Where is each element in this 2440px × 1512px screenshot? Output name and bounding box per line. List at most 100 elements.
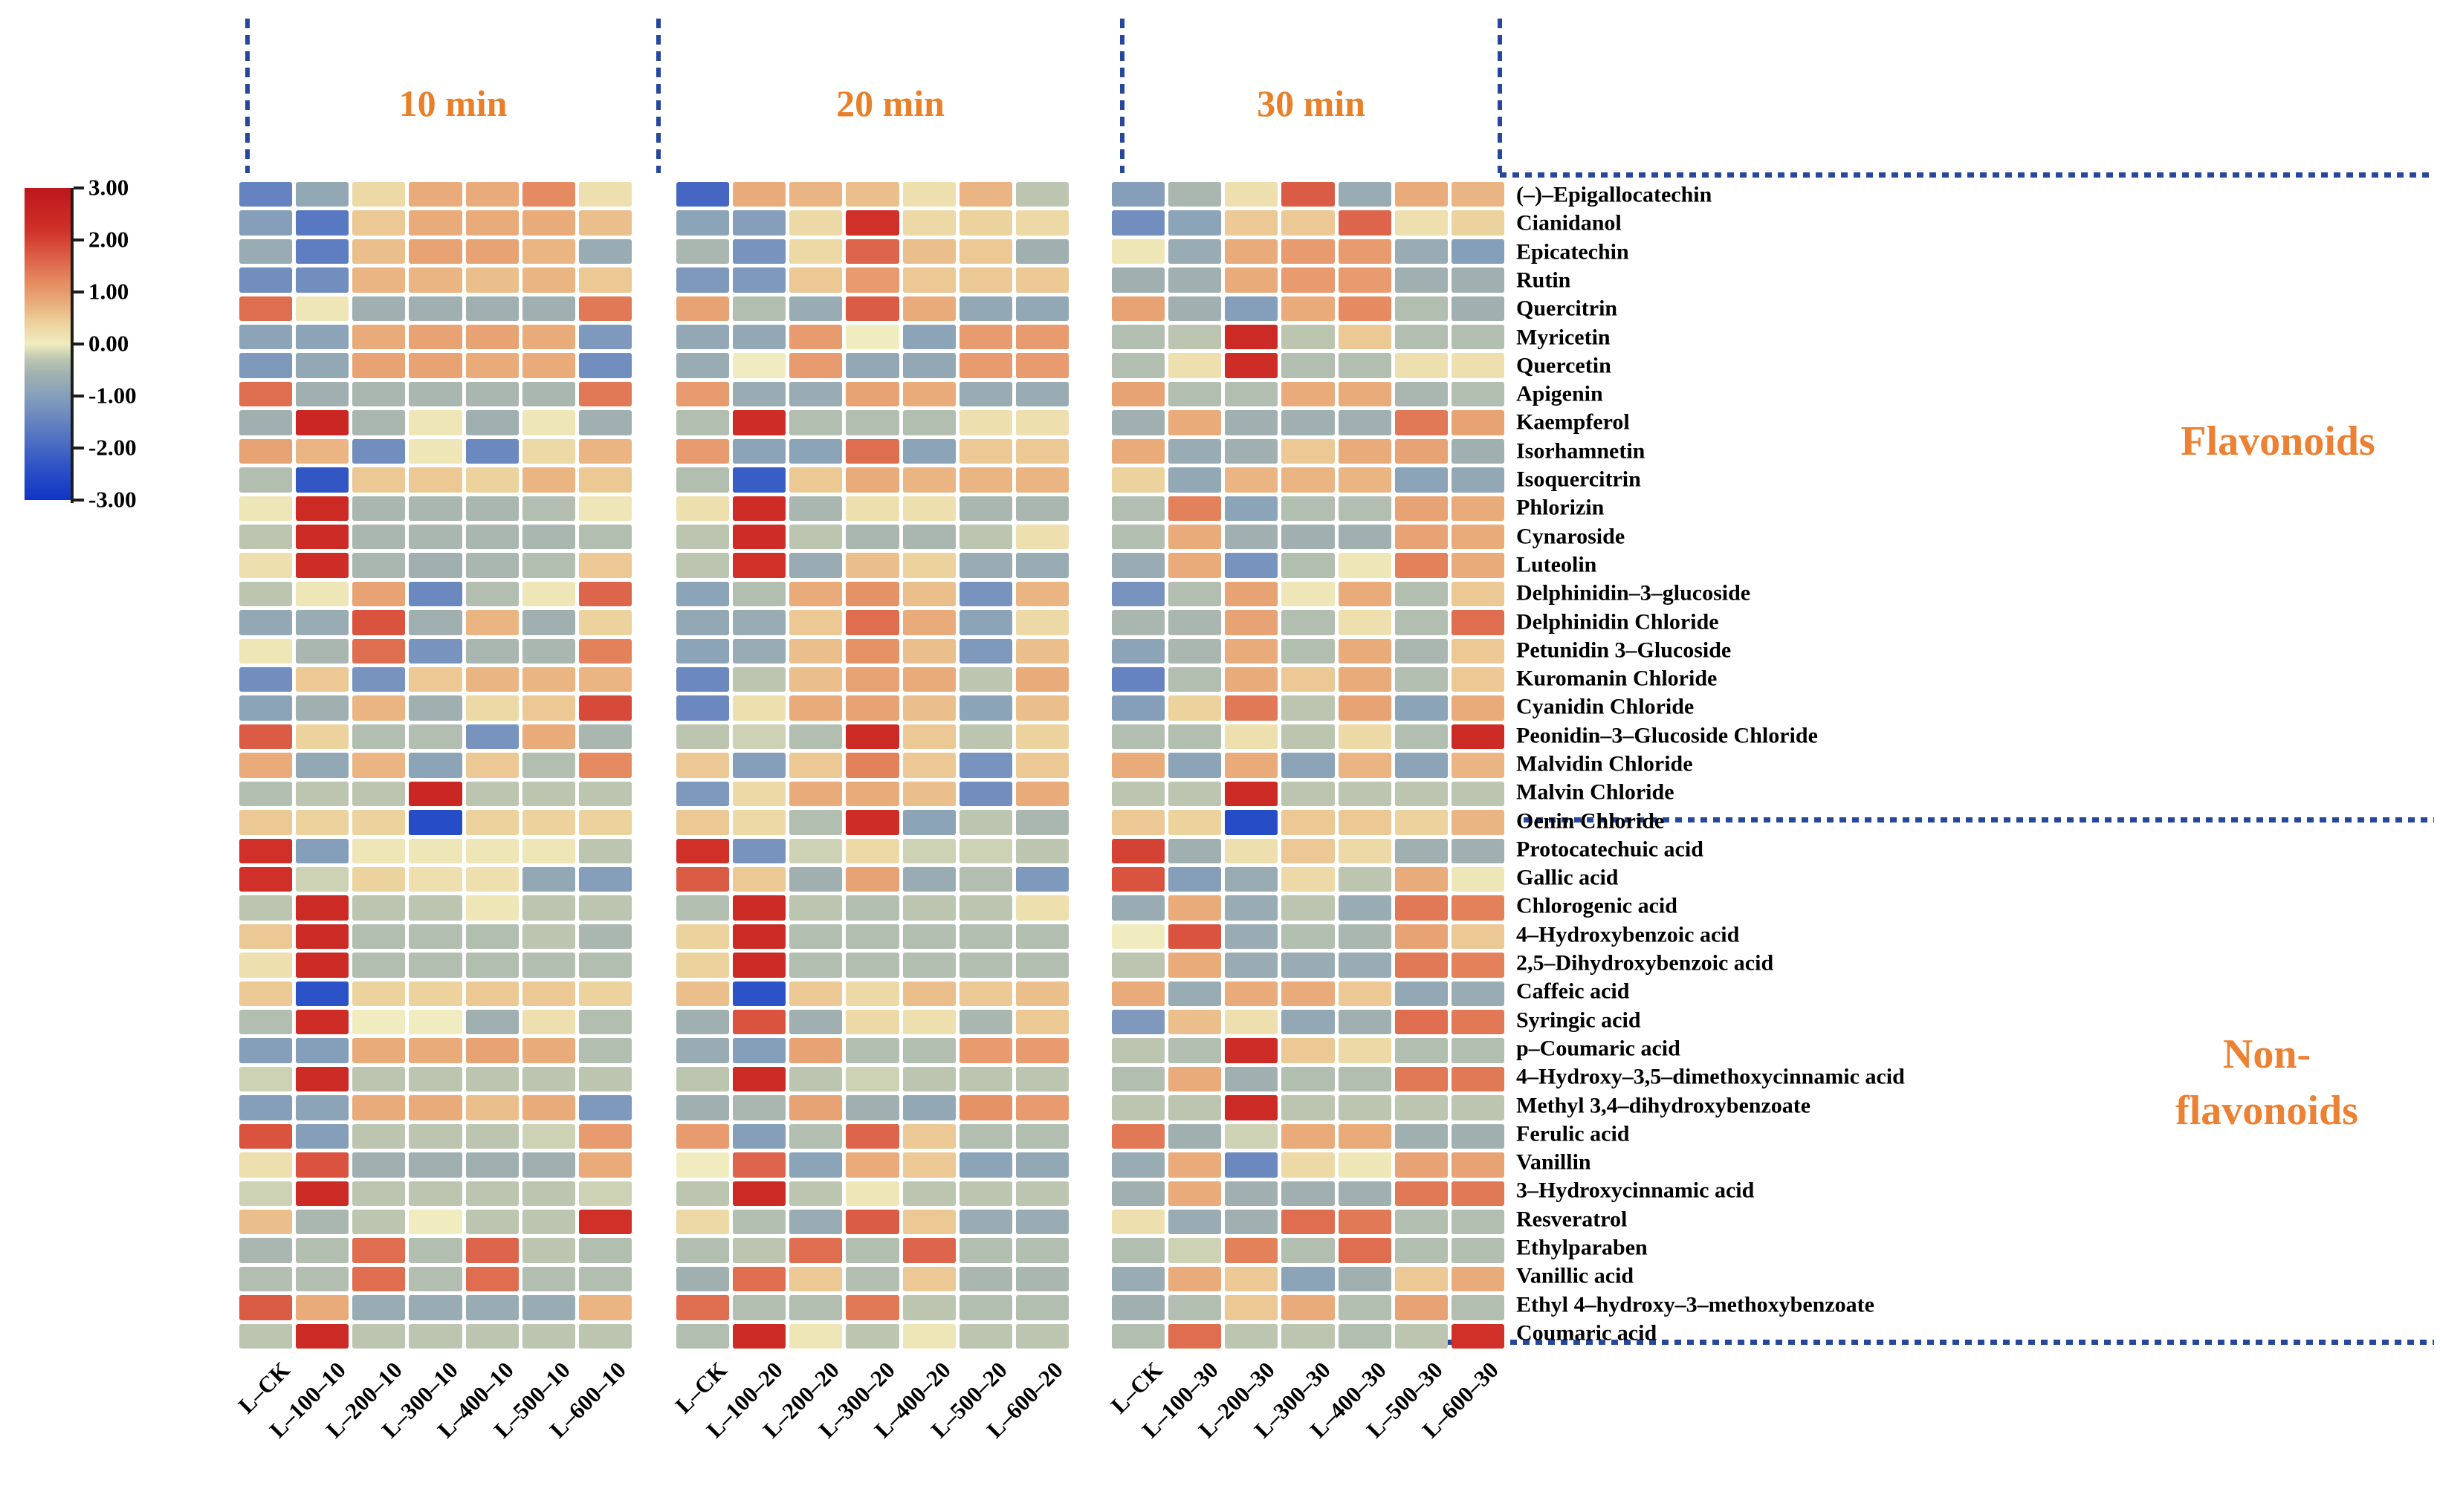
heatmap-cell xyxy=(959,895,1012,921)
row-label: Ferulic acid xyxy=(1516,1121,1630,1146)
heatmap-cell xyxy=(578,524,632,550)
heatmap-cell xyxy=(1015,524,1069,550)
row-label: Protocatechuic acid xyxy=(1516,837,1703,862)
heatmap-cell xyxy=(1338,1095,1391,1120)
row-label: Vanillic acid xyxy=(1516,1263,1634,1288)
heatmap-cell xyxy=(1168,467,1222,493)
heatmap-cell xyxy=(733,1181,786,1206)
heatmap-cell xyxy=(1451,866,1504,892)
heatmap-cell xyxy=(1015,410,1069,435)
heatmap-cell xyxy=(409,496,462,521)
heatmap-cell xyxy=(733,638,786,664)
heatmap-cell xyxy=(676,1209,730,1235)
heatmap-cell xyxy=(1338,296,1391,322)
heatmap-cell xyxy=(676,924,730,950)
heatmap-cell xyxy=(296,524,349,550)
heatmap-cell xyxy=(846,353,899,378)
heatmap-cell xyxy=(789,581,843,607)
heatmap-cell xyxy=(959,210,1012,236)
heatmap-cell xyxy=(1394,1152,1448,1178)
heatmap-cell xyxy=(676,524,730,550)
heatmap-cell xyxy=(1338,1209,1391,1235)
heatmap-cell xyxy=(1451,325,1504,350)
heatmap-cell xyxy=(296,467,349,493)
heatmap-cell xyxy=(1338,781,1391,807)
heatmap-cell xyxy=(239,353,293,378)
heatmap-cell xyxy=(902,610,956,635)
heatmap-cell xyxy=(1015,810,1069,835)
heatmap-cell xyxy=(846,381,899,407)
heatmap-cell xyxy=(1394,1038,1448,1063)
heatmap-cell xyxy=(1225,1066,1278,1092)
heatmap-cell xyxy=(789,667,843,692)
heatmap-cell xyxy=(1168,1323,1222,1349)
heatmap-cell xyxy=(578,1066,632,1092)
row-label: Malvin Chloride xyxy=(1516,779,1674,805)
heatmap-cell xyxy=(733,438,786,464)
heatmap-cell xyxy=(296,581,349,607)
panel-title-20min: 20 min xyxy=(836,82,945,124)
heatmap-cell xyxy=(1168,438,1222,464)
heatmap-cell xyxy=(296,267,349,293)
heatmap-cell xyxy=(1281,1038,1335,1063)
heatmap-cell xyxy=(1168,296,1222,322)
heatmap-cell xyxy=(1225,1123,1278,1149)
heatmap-cell xyxy=(846,753,899,778)
heatmap-cell xyxy=(1015,695,1069,721)
heatmap-cell xyxy=(1112,524,1165,550)
heatmap-cell xyxy=(352,810,406,835)
heatmap-cell xyxy=(1168,695,1222,721)
heatmap-cell xyxy=(352,239,406,265)
heatmap-cell xyxy=(409,695,462,721)
heatmap-cell xyxy=(409,638,462,664)
heatmap-cell xyxy=(1394,924,1448,950)
heatmap-cell xyxy=(296,1323,349,1349)
heatmap-cell xyxy=(959,924,1012,950)
colorbar-tick-mark xyxy=(74,239,84,241)
heatmap-cell xyxy=(959,325,1012,350)
heatmap-cell xyxy=(1394,581,1448,607)
heatmap-cell xyxy=(1394,467,1448,493)
heatmap-cell xyxy=(1112,296,1165,322)
heatmap-cell xyxy=(676,667,730,692)
heatmap-cell xyxy=(959,1038,1012,1063)
heatmap-cell xyxy=(578,953,632,978)
heatmap-cell xyxy=(1281,210,1335,236)
row-label: Ethyl 4–hydroxy–3–methoxybenzoate xyxy=(1516,1292,1874,1317)
heatmap-cell xyxy=(1225,1152,1278,1178)
heatmap-cell xyxy=(522,496,575,521)
heatmap-cell xyxy=(1451,496,1504,521)
heatmap-cell xyxy=(522,1095,575,1120)
colorbar-tick-label: 0.00 xyxy=(88,330,129,357)
heatmap-cell xyxy=(239,467,293,493)
heatmap-cell xyxy=(465,695,519,721)
heatmap-cell xyxy=(1168,638,1222,664)
heatmap-cell xyxy=(352,1209,406,1235)
heatmap-cell xyxy=(296,1209,349,1235)
heatmap-cell xyxy=(902,953,956,978)
heatmap-cell xyxy=(789,210,843,236)
row-label: Quercetin xyxy=(1516,353,1611,378)
heatmap-cell xyxy=(1015,866,1069,892)
heatmap-cell xyxy=(239,838,293,863)
heatmap-cell xyxy=(1394,553,1448,578)
heatmap-cell xyxy=(522,610,575,635)
heatmap-cell xyxy=(465,296,519,322)
panel-divider-dashed-line xyxy=(1120,19,1124,173)
heatmap-cell xyxy=(296,838,349,863)
heatmap-cell xyxy=(1451,438,1504,464)
heatmap-cell xyxy=(846,1266,899,1292)
heatmap-cell xyxy=(1112,895,1165,921)
heatmap-cell xyxy=(352,467,406,493)
row-label: Vanillin xyxy=(1516,1149,1591,1175)
heatmap-cell xyxy=(239,924,293,950)
heatmap-cell xyxy=(522,353,575,378)
heatmap-cell xyxy=(1225,1038,1278,1063)
heatmap-cell xyxy=(733,210,786,236)
heatmap-cell xyxy=(239,1123,293,1149)
heatmap-cell xyxy=(733,1209,786,1235)
heatmap-cell xyxy=(465,638,519,664)
heatmap-cell xyxy=(1394,753,1448,778)
heatmap-cell xyxy=(1225,467,1278,493)
heatmap-cell xyxy=(465,1010,519,1035)
